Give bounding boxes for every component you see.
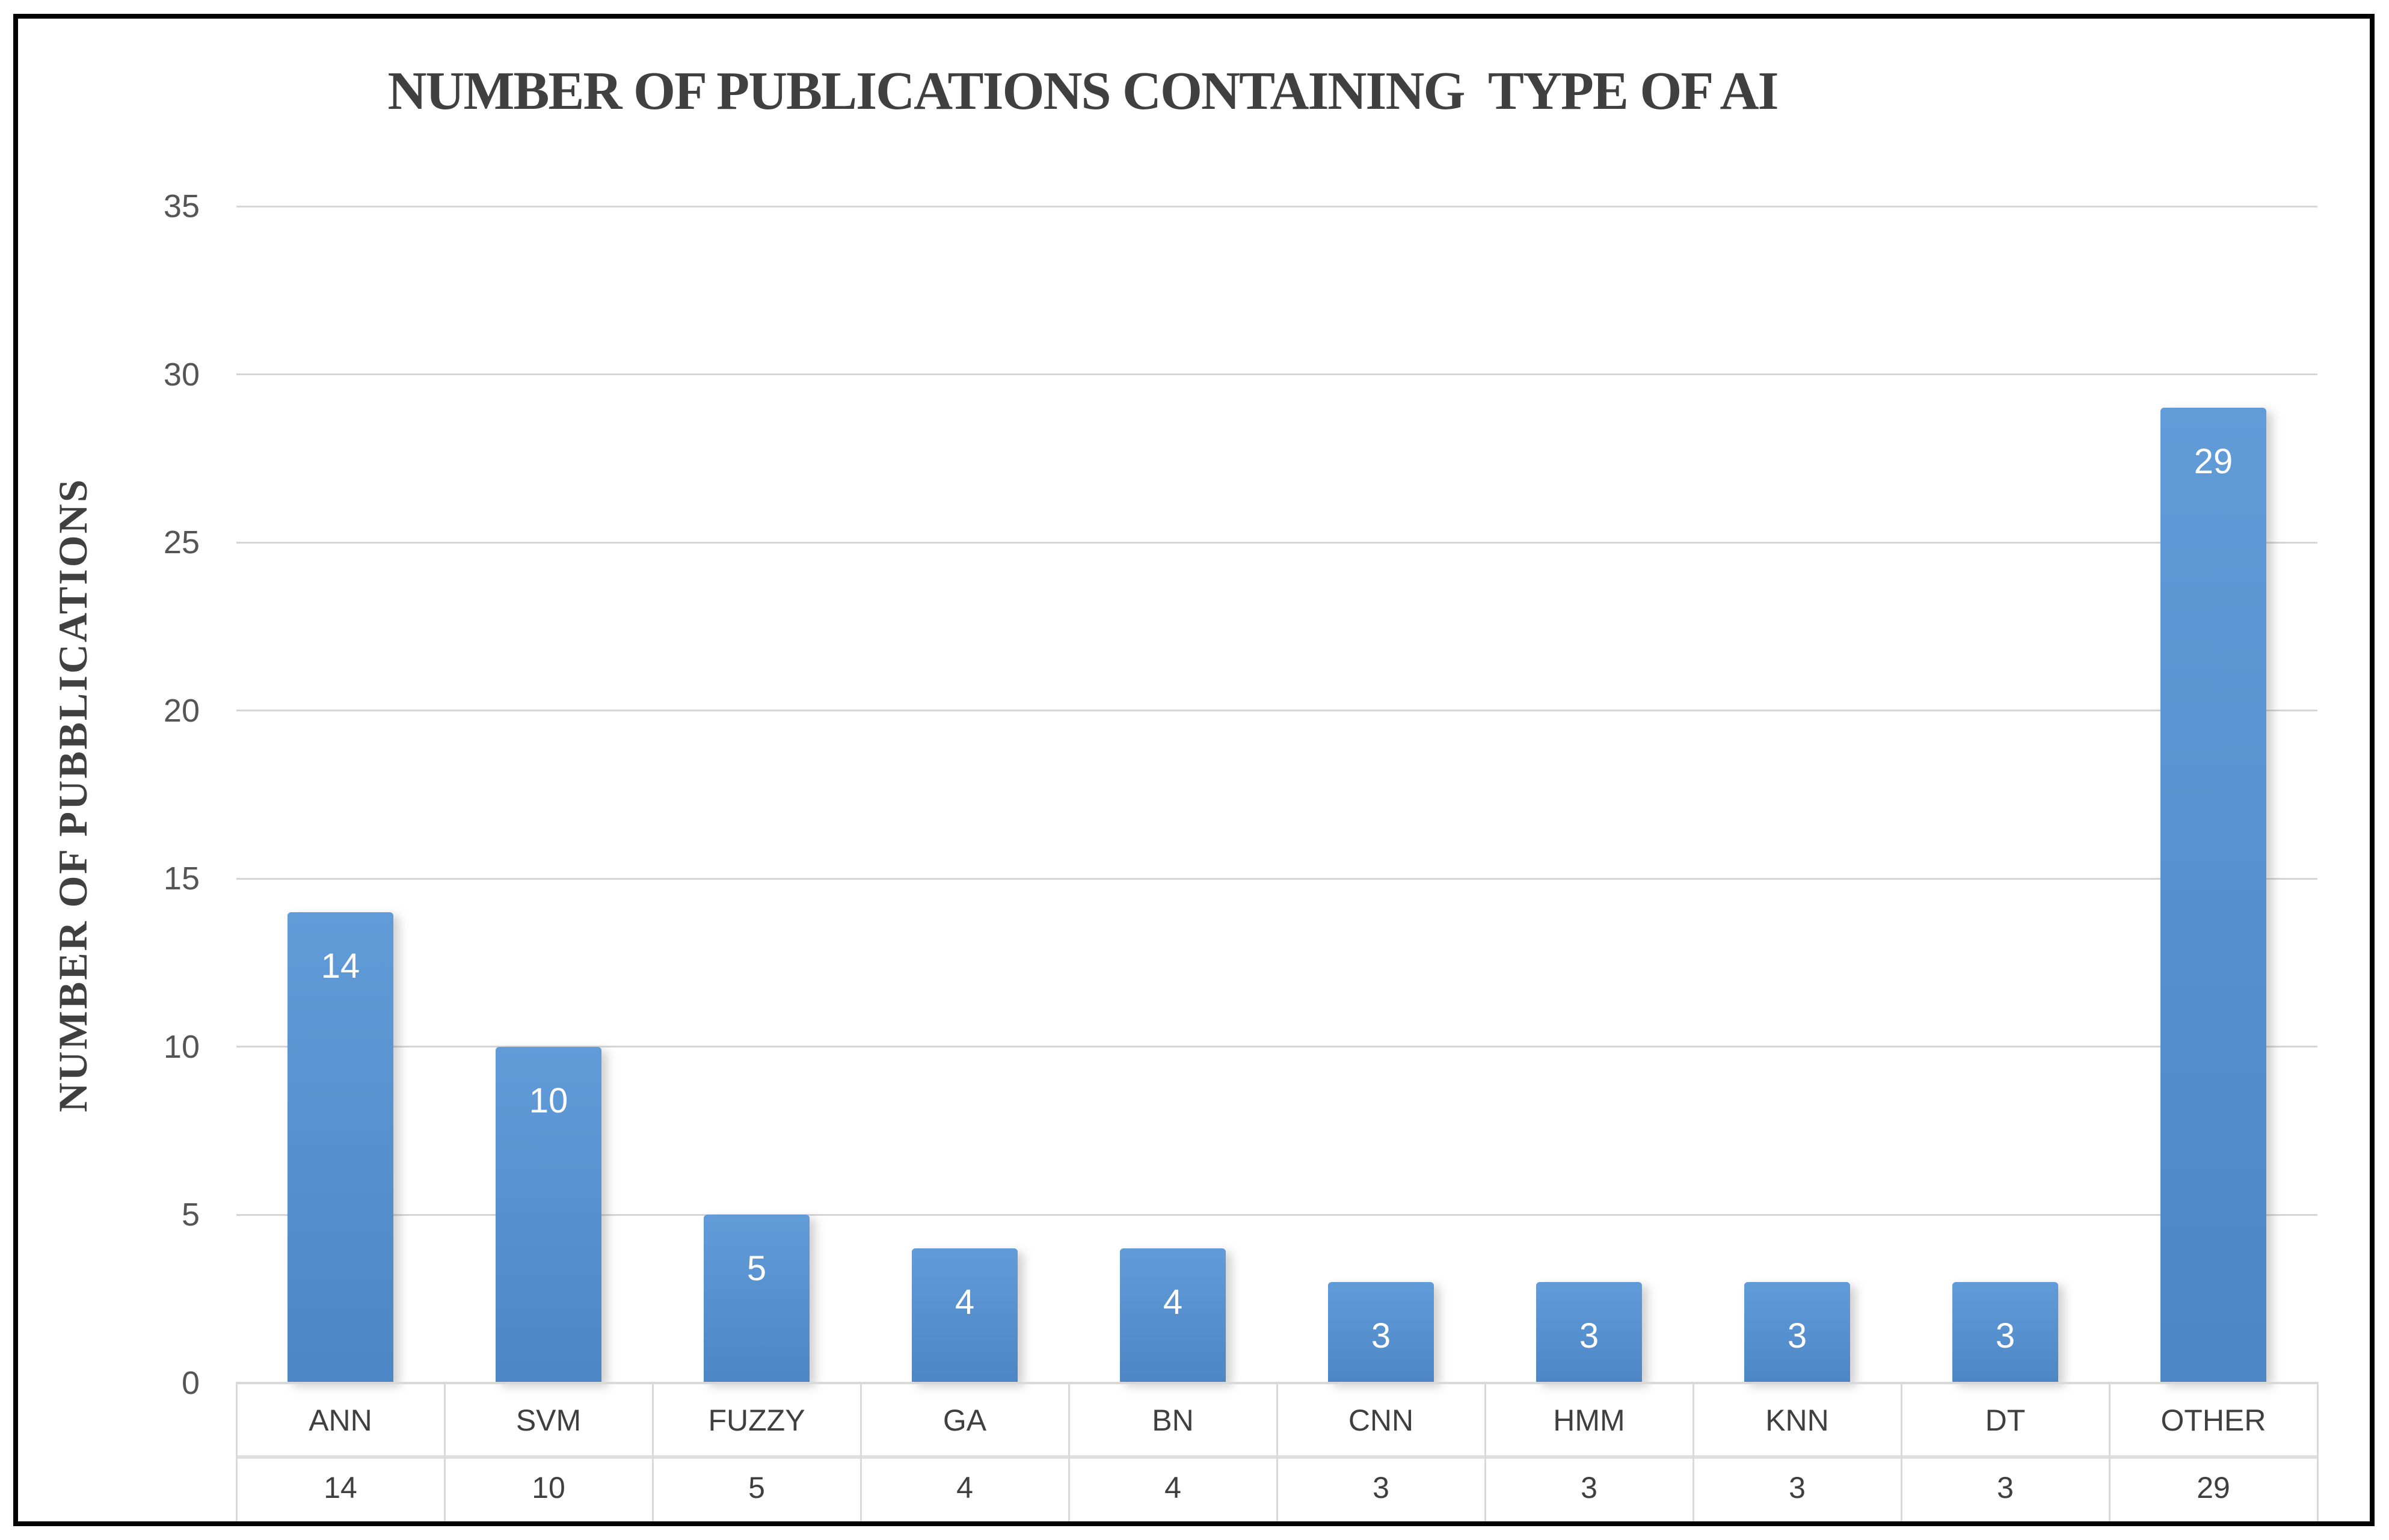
gridline <box>236 373 2317 376</box>
gridline <box>236 1046 2317 1048</box>
table-column-line <box>443 1382 446 1521</box>
bar <box>2160 408 2266 1383</box>
bar <box>1328 1282 1434 1383</box>
bar <box>1744 1282 1850 1383</box>
y-axis-title: NUMBER OF PUBBLICATIONS <box>50 477 96 1112</box>
table-column-line <box>2316 1382 2319 1521</box>
bar-value-label: 3 <box>1787 1316 1807 1356</box>
bar-value-label: 29 <box>2194 442 2233 482</box>
bar <box>496 1046 601 1383</box>
y-tick-label: 0 <box>181 1365 200 1401</box>
gridline <box>236 877 2317 880</box>
y-tick-label: 5 <box>181 1197 200 1233</box>
bar <box>1952 1282 2058 1383</box>
table-column-line <box>1276 1382 1278 1521</box>
table-column-line <box>1900 1382 1902 1521</box>
table-category-cell: DT <box>1985 1403 2026 1437</box>
table-column-line <box>1068 1382 1070 1521</box>
table-column-line <box>1692 1382 1694 1521</box>
bar-value-label: 3 <box>1371 1316 1391 1356</box>
gridline <box>236 710 2317 712</box>
y-tick-label: 20 <box>163 692 200 729</box>
table-category-cell: HMM <box>1553 1403 1625 1437</box>
table-category-cell: FUZZY <box>708 1403 805 1437</box>
bar <box>287 912 393 1383</box>
table-value-cell: 3 <box>1997 1471 2014 1505</box>
bar-value-label: 4 <box>1163 1283 1183 1322</box>
table-column-line <box>651 1382 654 1521</box>
table-column-line <box>1484 1382 1486 1521</box>
bar <box>912 1248 1018 1383</box>
bar <box>704 1215 810 1383</box>
table-value-cell: 3 <box>1373 1471 1389 1505</box>
bar-value-label: 3 <box>1995 1316 2015 1356</box>
y-tick-label: 10 <box>163 1028 200 1065</box>
table-category-cell: OTHER <box>2160 1403 2266 1437</box>
table-category-cell: KNN <box>1765 1403 1829 1437</box>
y-tick-label: 25 <box>163 524 200 561</box>
y-tick-label: 15 <box>163 860 200 897</box>
table-value-cell: 10 <box>532 1471 565 1505</box>
bar <box>1536 1282 1642 1383</box>
bar-value-label: 10 <box>529 1081 568 1120</box>
chart-title: NUMBER OF PUBLICATIONS CONTAINING TYPE O… <box>387 61 1779 121</box>
table-column-line <box>235 1382 238 1521</box>
gridline <box>236 1213 2317 1216</box>
bar <box>1120 1248 1226 1383</box>
table-column-line <box>859 1382 862 1521</box>
table-value-cell: 4 <box>1164 1471 1181 1505</box>
bar-value-label: 14 <box>321 946 360 986</box>
table-category-cell: ANN <box>309 1403 372 1437</box>
table-category-cell: GA <box>942 1403 987 1437</box>
table-value-cell: 3 <box>1581 1471 1597 1505</box>
gridline <box>236 541 2317 544</box>
bar-value-label: 4 <box>955 1283 975 1322</box>
table-value-cell: 3 <box>1789 1471 1806 1505</box>
table-value-cell: 29 <box>2197 1471 2230 1505</box>
table-category-cell: BN <box>1152 1403 1194 1437</box>
table-value-cell: 14 <box>324 1471 357 1505</box>
bar-value-label: 5 <box>746 1249 767 1289</box>
y-tick-label: 30 <box>163 356 200 393</box>
bar-value-label: 3 <box>1579 1316 1599 1356</box>
table-column-line <box>2108 1382 2111 1521</box>
gridline <box>236 205 2317 207</box>
table-value-cell: 4 <box>956 1471 973 1505</box>
table-category-cell: SVM <box>515 1403 582 1437</box>
y-tick-label: 35 <box>163 188 200 224</box>
table-category-cell: CNN <box>1348 1403 1414 1437</box>
table-value-cell: 5 <box>748 1471 765 1505</box>
